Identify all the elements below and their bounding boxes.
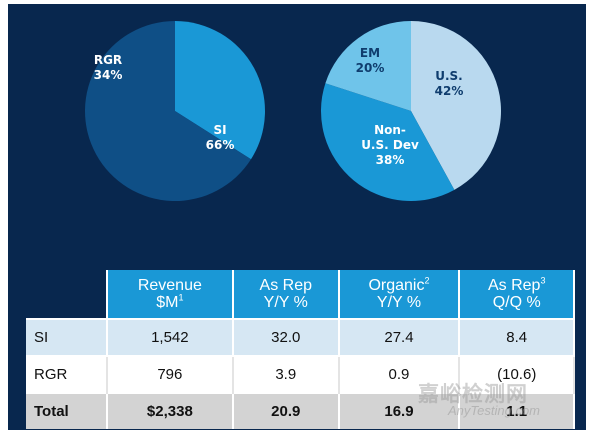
column-header-line2: Y/Y % <box>263 294 308 311</box>
table-header-row: Revenue $M1 As Rep Y/Y % Organic2 Y/Y % As … <box>26 270 575 319</box>
pie-slice-name: EM <box>360 46 380 60</box>
pie-slice-name: RGR <box>94 53 122 67</box>
pie-slice-label: RGR 34% <box>94 53 123 82</box>
pie-slice-label: SI 66% <box>206 123 235 152</box>
pie-slice-value: 38% <box>376 153 405 167</box>
watermark-url: AnyTesting.com <box>448 403 541 418</box>
pie-slice-rgr <box>175 21 265 160</box>
revenue-table: Revenue $M1 As Rep Y/Y % Organic2 Y/Y % As … <box>26 270 575 429</box>
column-header-line2: $M <box>156 294 179 311</box>
column-header-line1: As Rep <box>259 277 312 294</box>
pie-slice-name: Non- <box>374 123 406 137</box>
column-header: As Rep3 Q/Q % <box>458 270 575 319</box>
column-footnote-marker: 1 <box>178 292 184 303</box>
row-label: SI <box>26 318 108 356</box>
table-row: SI 1,542 32.0 27.4 8.4 <box>26 318 575 356</box>
pie-slice-name: SI <box>213 123 226 137</box>
table-cell: 27.4 <box>337 318 461 356</box>
column-header: As Rep Y/Y % <box>232 270 340 319</box>
column-header: Revenue $M1 <box>105 270 235 319</box>
pie-charts: RGR 34% SI 66% U.S. 42% Non-U.S. Dev 38% EM 20% <box>84 20 502 202</box>
pie-slice-label: Non-U.S. Dev 38% <box>361 123 419 167</box>
pie-slice-non-u-s-dev <box>320 83 455 202</box>
row-label: Total <box>26 392 108 429</box>
table-cell: $2,338 <box>105 392 235 429</box>
table-cell: 20.9 <box>232 392 340 429</box>
pie-slice-value: 66% <box>206 138 235 152</box>
pie-slice-u-s <box>411 21 502 190</box>
pie-slice-label: EM 20% <box>356 46 385 75</box>
table-cell: (10.6) <box>458 355 575 393</box>
table-cell: 796 <box>105 355 235 393</box>
pie-chart-segment: RGR 34% SI 66% <box>84 20 265 201</box>
watermark-text: 嘉峪检测网 <box>418 382 528 406</box>
table-cell: 1.1 <box>458 392 575 429</box>
table-total-row: Total $2,338 20.9 16.9 1.1 <box>26 392 575 429</box>
column-header-line1: As Rep <box>487 277 541 294</box>
table-cell: 8.4 <box>458 318 575 356</box>
column-footnote-marker: 3 <box>540 275 546 286</box>
column-header-line1: Revenue <box>137 277 202 294</box>
pie-slice-name: U.S. Dev <box>361 138 419 152</box>
pie-slice-value: 34% <box>94 68 123 82</box>
pie-slice-em <box>325 21 411 111</box>
table-cell: 0.9 <box>337 355 461 393</box>
column-header-line1: Organic <box>368 277 425 294</box>
table-cell: 3.9 <box>232 355 340 393</box>
table-row: RGR 796 3.9 0.9 (10.6) <box>26 355 575 393</box>
pie-chart-region: U.S. 42% Non-U.S. Dev 38% EM 20% <box>320 21 502 202</box>
pie-slice-name: U.S. <box>435 69 463 83</box>
table-cell: 32.0 <box>232 318 340 356</box>
column-header-line2: Y/Y % <box>376 294 422 311</box>
column-footnote-marker: 2 <box>424 275 430 286</box>
column-header: Organic2 Y/Y % <box>337 270 461 319</box>
pie-slice-value: 20% <box>356 61 385 75</box>
pie-slice-label: U.S. 42% <box>435 69 464 98</box>
table-cell: 16.9 <box>337 392 461 429</box>
pie-slice-value: 42% <box>435 84 464 98</box>
pie-slice-si <box>84 20 251 201</box>
column-header-line2: Q/Q % <box>492 294 541 311</box>
table-cell: 1,542 <box>105 318 235 356</box>
table-corner-cell <box>26 270 108 319</box>
row-label: RGR <box>26 355 108 393</box>
